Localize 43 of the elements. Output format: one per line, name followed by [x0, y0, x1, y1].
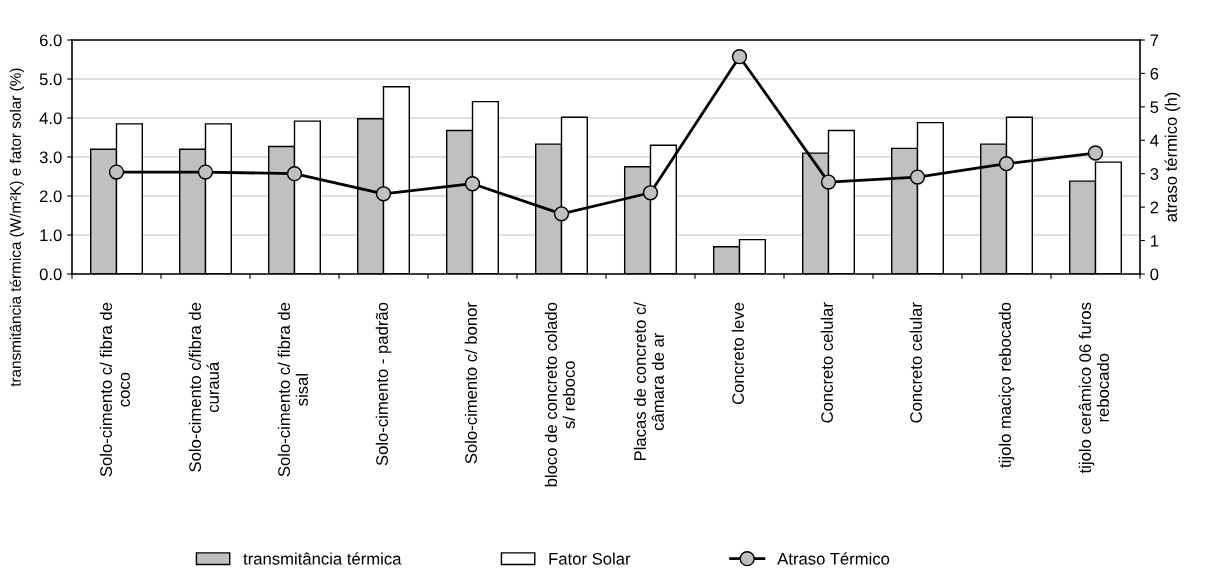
legend-label: Atraso Térmico — [777, 552, 890, 565]
x-tick-label: bloco de concreto colado s/ reboco — [544, 302, 575, 487]
y-tick-label: 4.0 — [39, 112, 62, 125]
point — [286, 166, 303, 182]
x-tick-label: Solo-cimento c/fibra de curauá — [188, 302, 219, 472]
point — [998, 156, 1015, 172]
x-tick-label: Solo-cimento c/ fibra de sisal — [277, 302, 308, 477]
x-tick-label: Solo-cimento c/ fibra de coco — [99, 302, 130, 477]
point — [642, 185, 659, 201]
legend-label: Fator Solar — [549, 552, 631, 565]
point — [197, 164, 214, 180]
y-tick-label: 6.0 — [39, 34, 62, 47]
point — [375, 186, 392, 202]
x-tick-label: Solo-cimento - padrão — [375, 302, 392, 466]
y2-tick-label: 3 — [1150, 168, 1159, 180]
y2-axis-title: atraso térmico (h) — [1164, 92, 1181, 222]
x-tick-label: Concreto celular — [909, 302, 922, 423]
y-tick-label: 0.0 — [39, 268, 62, 281]
y2-tick-label: 6 — [1150, 67, 1159, 80]
point — [108, 164, 125, 180]
y2-tick-label: 0 — [1150, 268, 1159, 281]
y-tick-label: 3.0 — [39, 151, 62, 164]
point — [464, 176, 481, 192]
y-axis-title: transmitância térmica (W/m²K) e fator solar (%) — [9, 68, 24, 387]
point — [731, 49, 748, 65]
point — [1087, 145, 1104, 161]
y-tick-label: 5.0 — [39, 73, 62, 86]
y2-tick-label: 2 — [1150, 201, 1159, 214]
x-tick-label: tijolo maciço rebocado — [998, 302, 1015, 468]
y2-tick-label: 7 — [1150, 34, 1159, 47]
x-tick-label: Concreto celular — [820, 302, 833, 423]
point — [553, 206, 570, 222]
point — [820, 174, 837, 190]
legend-label: transmitância térmica — [243, 552, 402, 565]
y-tick-label: 1.0 — [40, 229, 62, 242]
y2-tick-label: 4 — [1150, 134, 1159, 147]
point — [909, 169, 926, 185]
y2-tick-label: 1 — [1150, 235, 1159, 247]
x-tick-label: Solo-cimento c/ bonor — [464, 302, 477, 464]
x-tick-label: tijolo cerâmico 06 furos rebocado — [1078, 302, 1109, 474]
y2-tick-label: 5 — [1150, 101, 1159, 114]
y-tick-label: 2.0 — [39, 190, 62, 203]
x-tick-label: Concreto leve — [731, 302, 744, 405]
